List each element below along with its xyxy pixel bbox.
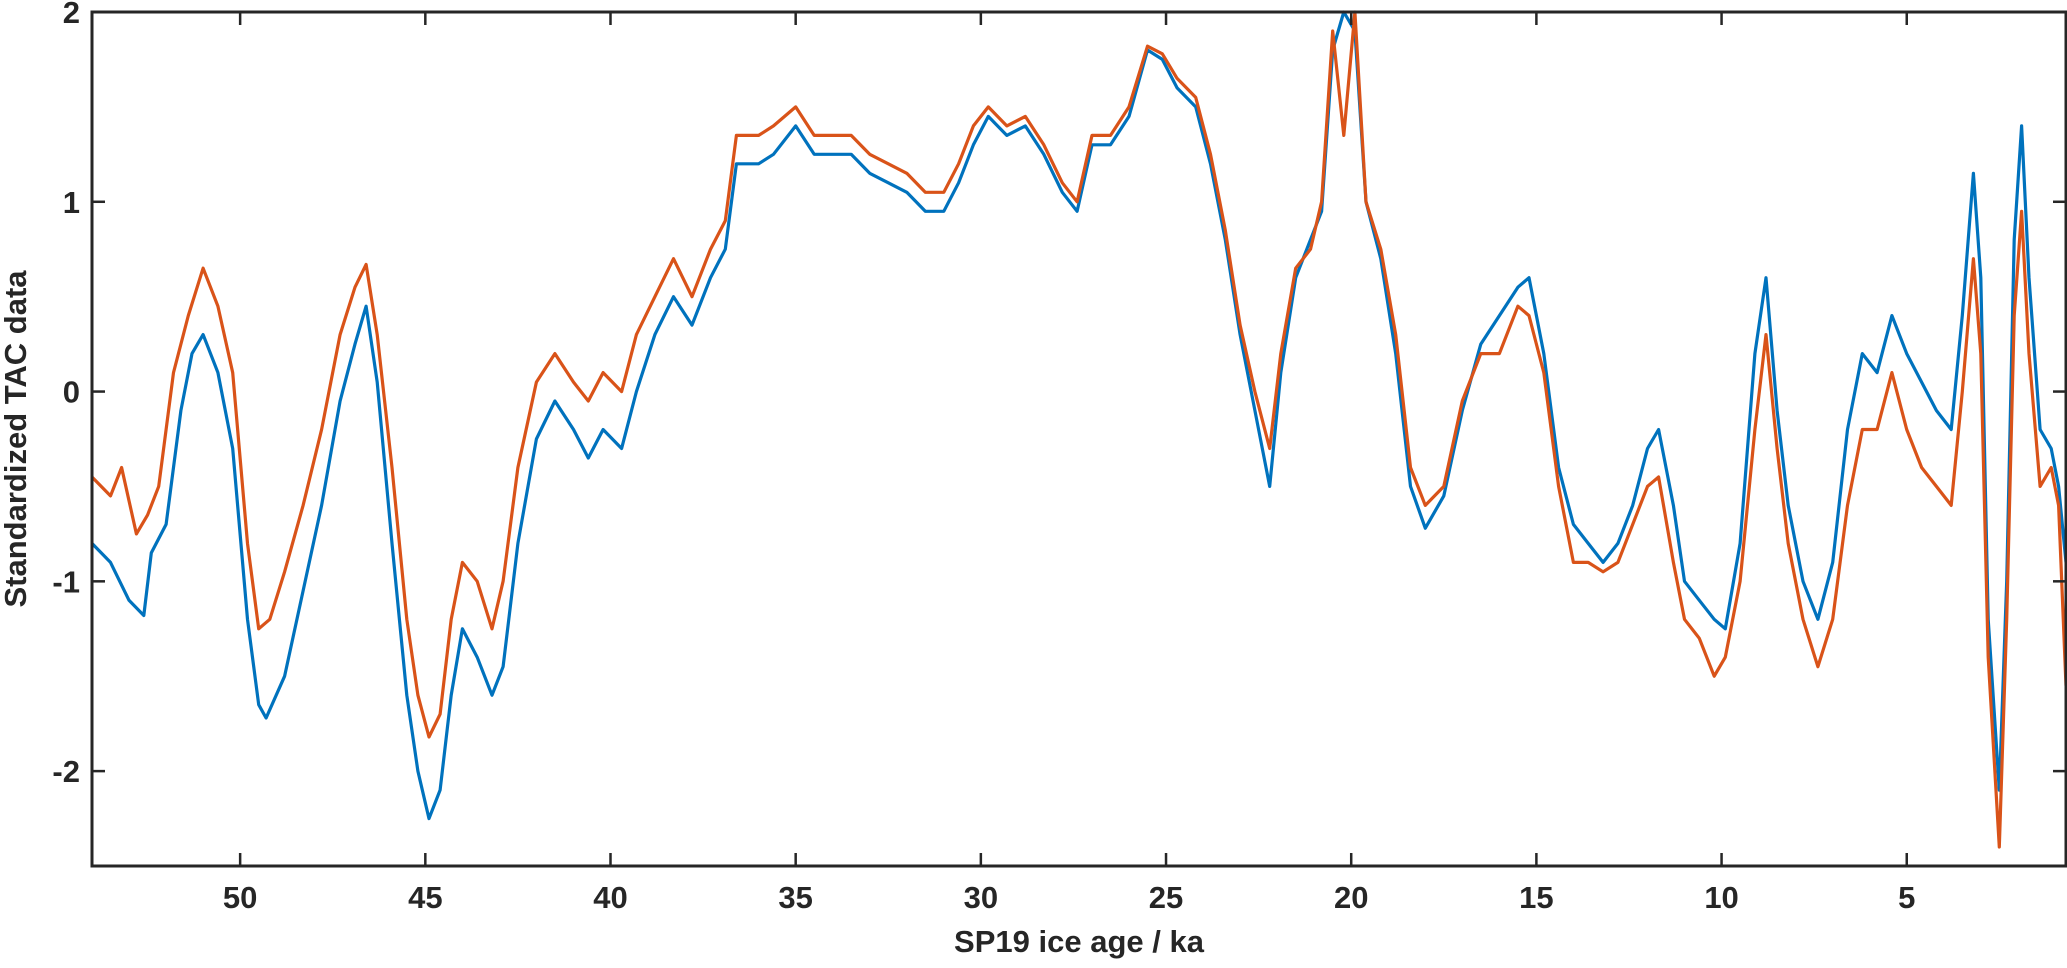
x-tick-label: 45 — [408, 880, 442, 915]
x-tick-label: 50 — [223, 880, 257, 915]
y-tick-label: 2 — [63, 0, 80, 30]
y-axis-label: Standardized TAC data — [0, 270, 33, 608]
x-tick-label: 30 — [964, 880, 998, 915]
y-tick-label: -2 — [52, 754, 80, 789]
x-axis-label: SP19 ice age / ka — [954, 924, 1205, 959]
series-line-1 — [90, 10, 2067, 821]
y-axis-ticks: -2 -1 0 1 2 — [52, 0, 2066, 789]
x-tick-label: 40 — [593, 880, 627, 915]
x-tick-label: 10 — [1704, 880, 1738, 915]
plot-area-frame — [90, 10, 2067, 868]
x-tick-label: 15 — [1519, 880, 1553, 915]
series-line-2 — [90, 10, 2067, 849]
y-tick-label: 0 — [63, 375, 80, 410]
x-tick-label: 35 — [778, 880, 812, 915]
x-tick-label: 5 — [1898, 880, 1915, 915]
x-axis-ticks: 50 45 40 35 30 25 20 15 10 5 — [223, 12, 1915, 915]
y-tick-label: -1 — [52, 564, 80, 599]
series-layer — [90, 10, 2067, 849]
x-tick-label: 20 — [1334, 880, 1368, 915]
x-tick-label: 25 — [1149, 880, 1183, 915]
y-tick-label: 1 — [63, 185, 80, 220]
